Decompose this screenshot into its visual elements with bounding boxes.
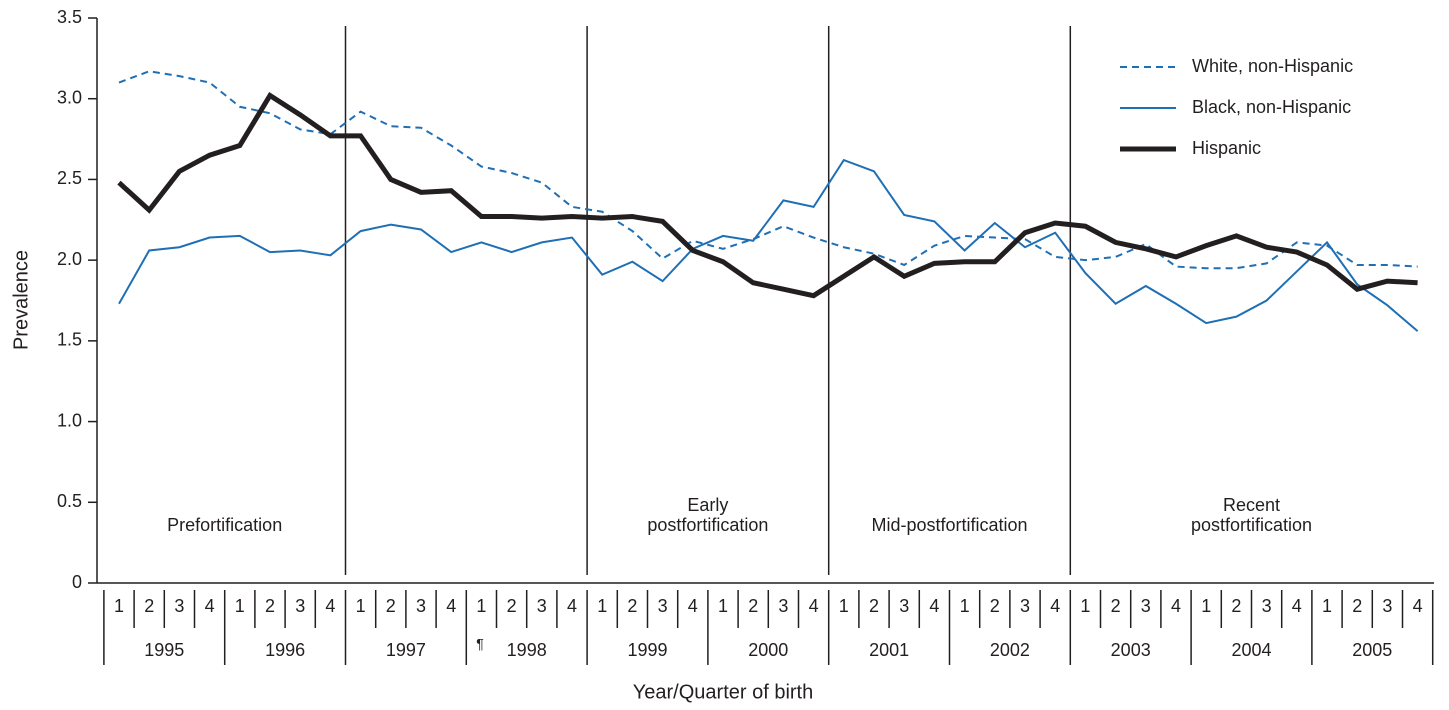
x-tick-label: 1: [114, 596, 124, 616]
year-label: 2005: [1352, 640, 1392, 660]
x-tick-label: 2: [990, 596, 1000, 616]
x-tick-label: 2: [507, 596, 517, 616]
x-tick-label: 4: [446, 596, 456, 616]
period-label: Mid-postfortification: [871, 515, 1027, 535]
year-label: 2004: [1231, 640, 1271, 660]
x-tick-label: 1: [1322, 596, 1332, 616]
x-tick-label: 3: [1382, 596, 1392, 616]
x-tick-label: 2: [265, 596, 275, 616]
x-tick-label: 2: [869, 596, 879, 616]
x-tick-label: 2: [627, 596, 637, 616]
x-tick-label: 2: [1352, 596, 1362, 616]
period-label: postfortification: [647, 515, 768, 535]
x-tick-label: 4: [205, 596, 215, 616]
year-label: 1999: [627, 640, 667, 660]
x-tick-label: 4: [567, 596, 577, 616]
x-tick-label: 3: [537, 596, 547, 616]
x-tick-label: 3: [899, 596, 909, 616]
x-tick-label: 3: [1262, 596, 1272, 616]
x-tick-label: 2: [748, 596, 758, 616]
x-tick-label: 3: [1141, 596, 1151, 616]
year-label: 1996: [265, 640, 305, 660]
x-tick-label: 1: [597, 596, 607, 616]
x-tick-label: 1: [356, 596, 366, 616]
x-tick-label: 2: [1111, 596, 1121, 616]
x-tick-label: 3: [778, 596, 788, 616]
x-tick-label: 3: [416, 596, 426, 616]
y-tick-label: 3.5: [57, 7, 82, 27]
year-label: 2003: [1111, 640, 1151, 660]
x-tick-label: 1: [476, 596, 486, 616]
x-tick-label: 1: [1201, 596, 1211, 616]
series-line: [117, 91, 1418, 299]
x-tick-label: 3: [658, 596, 668, 616]
x-tick-label: 1: [839, 596, 849, 616]
y-tick-label: 2.0: [57, 249, 82, 269]
x-tick-label: 4: [1413, 596, 1423, 616]
x-tick-label: 4: [688, 596, 698, 616]
x-tick-label: 3: [1020, 596, 1030, 616]
period-label: Recent: [1223, 495, 1280, 515]
x-tick-label: 1: [1080, 596, 1090, 616]
y-axis-label: Prevalence: [10, 250, 32, 350]
period-label: Early: [687, 495, 728, 515]
year-label: 2001: [869, 640, 909, 660]
x-tick-label: 4: [929, 596, 939, 616]
x-tick-label: 3: [174, 596, 184, 616]
footnote-mark: ¶: [476, 636, 484, 652]
period-label: Prefortification: [167, 515, 282, 535]
y-tick-label: 3.0: [57, 87, 82, 107]
x-tick-label: 2: [1231, 596, 1241, 616]
y-tick-label: 1.0: [57, 410, 82, 430]
year-label: 2000: [748, 640, 788, 660]
y-tick-label: 0: [72, 572, 82, 592]
x-tick-label: 4: [1292, 596, 1302, 616]
legend-label: White, non-Hispanic: [1192, 56, 1353, 76]
x-tick-label: 4: [809, 596, 819, 616]
x-tick-label: 4: [325, 596, 335, 616]
x-tick-label: 4: [1050, 596, 1060, 616]
x-tick-label: 2: [386, 596, 396, 616]
y-tick-label: 2.5: [57, 168, 82, 188]
legend-label: Black, non-Hispanic: [1192, 97, 1351, 117]
year-label: 2002: [990, 640, 1030, 660]
y-tick-label: 0.5: [57, 491, 82, 511]
x-tick-label: 1: [718, 596, 728, 616]
year-label: 1997: [386, 640, 426, 660]
legend-label: Hispanic: [1192, 138, 1261, 158]
y-tick-label: 1.5: [57, 330, 82, 350]
x-tick-label: 2: [144, 596, 154, 616]
x-tick-label: 1: [960, 596, 970, 616]
series-line: [118, 158, 1419, 332]
x-axis-label: Year/Quarter of birth: [633, 681, 813, 703]
year-label: 1998: [507, 640, 547, 660]
x-tick-label: 1: [235, 596, 245, 616]
period-label: postfortification: [1191, 515, 1312, 535]
year-label: 1995: [144, 640, 184, 660]
x-tick-label: 4: [1171, 596, 1181, 616]
series-line: [118, 70, 1418, 270]
x-tick-label: 3: [295, 596, 305, 616]
